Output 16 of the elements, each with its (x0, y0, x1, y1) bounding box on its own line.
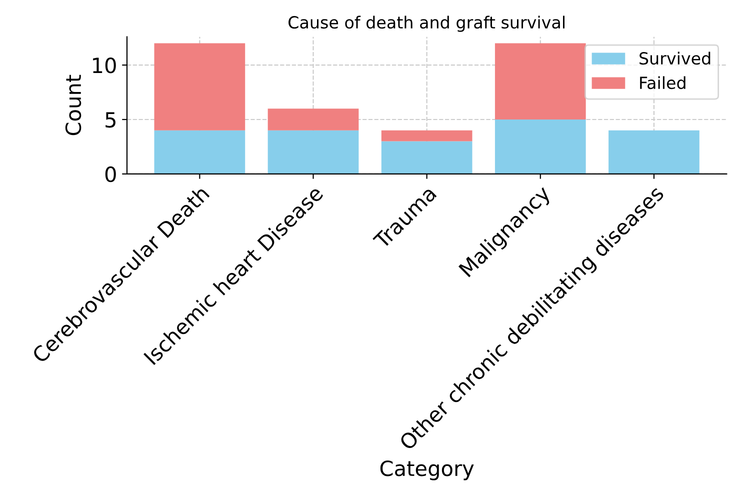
bar (268, 130, 359, 174)
x-axis-title: Category (380, 460, 474, 480)
y-tick-label: 10 (93, 58, 116, 74)
y-axis-title: Count (65, 74, 82, 136)
bar (608, 130, 700, 174)
legend-label: Failed (640, 76, 686, 90)
bar (154, 43, 246, 130)
bar (381, 130, 472, 142)
chart-title: Cause of death and graft survival (288, 16, 564, 32)
bar (154, 130, 246, 174)
legend-label: Survived (640, 52, 710, 65)
bar (268, 108, 359, 130)
bar (494, 120, 586, 174)
bar (381, 141, 472, 174)
y-tick-label: 0 (105, 166, 116, 182)
y-tick-label: 5 (106, 112, 116, 128)
